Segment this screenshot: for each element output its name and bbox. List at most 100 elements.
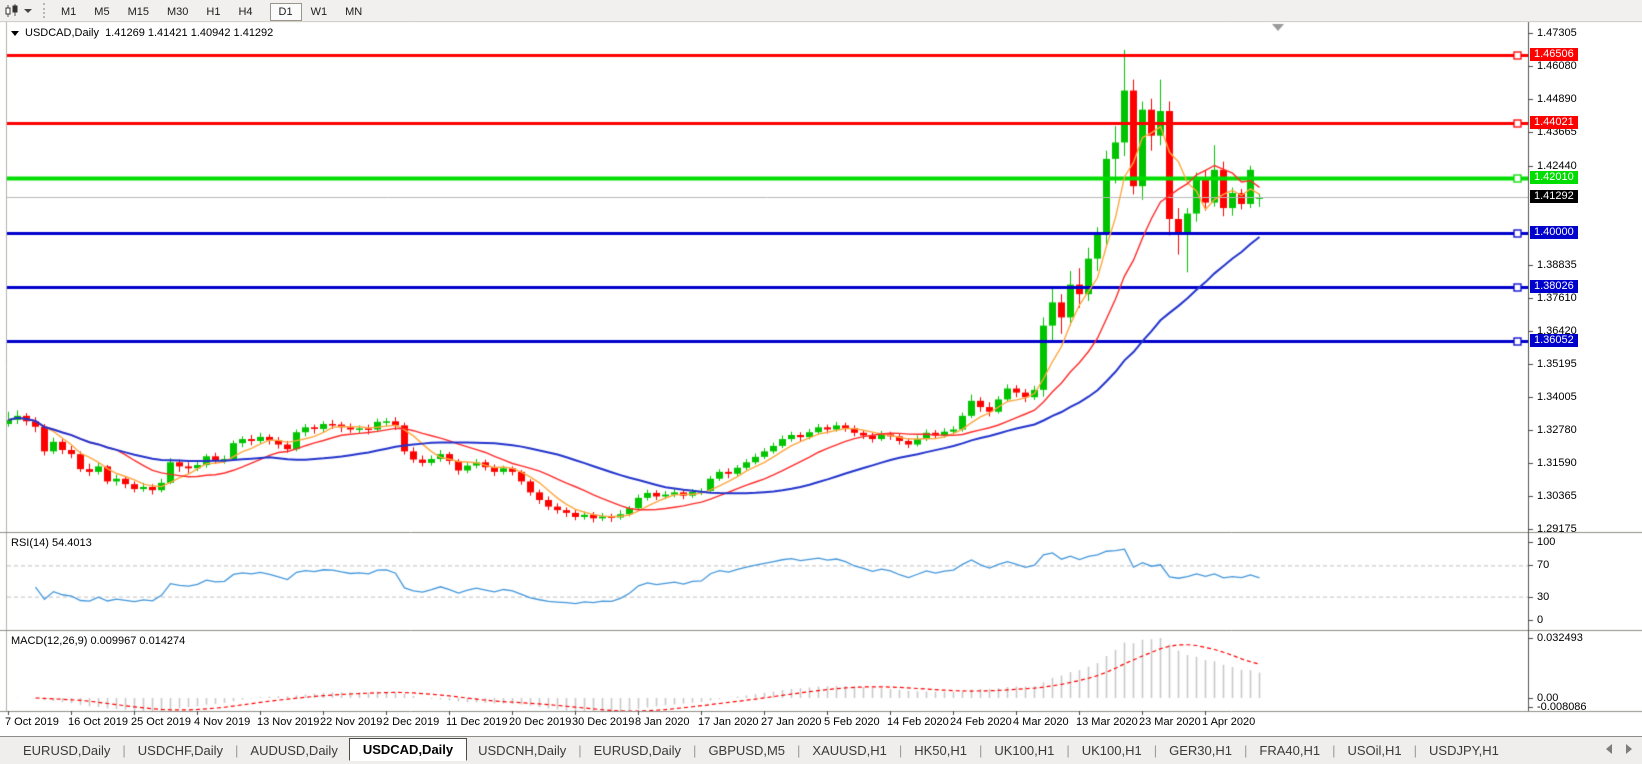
chart-tab-gbpusd-m5[interactable]: GBPUSD,M5 [708, 743, 786, 758]
timeframe-button-h1[interactable]: H1 [206, 5, 221, 18]
chart-tab-ger30-h1[interactable]: GER30,H1 [1169, 743, 1232, 758]
chart-tab-uk100-h1[interactable]: UK100,H1 [1081, 743, 1142, 758]
timeframe-button-m30[interactable]: M30 [166, 5, 189, 18]
tab-separator: | [898, 743, 903, 758]
date-axis-label: 25 Oct 2019 [131, 716, 191, 728]
toolbar: M1 M5 M15 M30 H1 H4 D1 W1 MN [0, 0, 1642, 22]
date-axis-label: 22 Nov 2019 [320, 716, 383, 728]
tab-separator: | [797, 743, 801, 758]
chart-tab-eurusd-daily[interactable]: EURUSD,Daily [593, 743, 682, 758]
current-price-badge: 1.41292 [1530, 190, 1578, 204]
price-axis-tick: 1.34005 [1537, 390, 1577, 403]
tab-separator: | [235, 743, 239, 758]
chart-tabs: EURUSD,Daily | USDCHF,Daily | AUDUSD,Daily US… [0, 738, 1510, 762]
date-axis-label: 13 Mar 2020 [1076, 716, 1138, 728]
price-axis-tick: 1.31590 [1537, 456, 1577, 469]
date-axis-label: 7 Oct 2019 [5, 716, 59, 728]
toolbar-grip[interactable] [43, 3, 45, 18]
date-axis-label: 16 Oct 2019 [68, 716, 128, 728]
rsi-axis-tick: 70 [1537, 559, 1550, 572]
tab-separator: | [578, 743, 582, 758]
chart-tab-usoil-h1[interactable]: USOil,H1 [1347, 743, 1402, 758]
date-axis-label: 4 Mar 2020 [1013, 716, 1069, 728]
rsi-label: RSI(14) 54.4013 [11, 537, 92, 549]
price-axis-tick: 1.37610 [1537, 292, 1577, 304]
timeframe-button-m15[interactable]: M15 [127, 5, 149, 18]
chart-tab-usdcnh-daily[interactable]: USDCNH,Daily [478, 743, 567, 758]
tab-scroll-left-icon[interactable] [1606, 744, 1612, 754]
chart-tab-usdjpy-h1[interactable]: USDJPY,H1 [1429, 743, 1499, 758]
date-axis-label: 11 Dec 2019 [446, 716, 508, 728]
date-axis-label: 5 Feb 2020 [824, 716, 880, 728]
chart-tab-bar: EURUSD,Daily | USDCHF,Daily | AUDUSD,Daily US… [0, 736, 1642, 764]
timeframe-button-mn[interactable]: MN [345, 5, 363, 18]
date-axis-label: 30 Dec 2019 [572, 716, 635, 728]
chart-tab-usdcad-daily[interactable]: USDCAD,Daily [348, 738, 468, 761]
timeframe-toolbar: M1 M5 M15 M30 H1 H4 D1 W1 MN [52, 2, 379, 21]
tab-separator: | [1413, 743, 1418, 758]
price-axis-tick: 1.47305 [1537, 26, 1577, 39]
date-axis-label: 1 Apr 2020 [1202, 716, 1256, 728]
chart-tab-xauusd-h1[interactable]: XAUUSD,H1 [812, 743, 887, 758]
tab-separator: | [693, 743, 697, 758]
chart-type-dropdown-caret-icon [24, 8, 32, 13]
chart-tab-audusd-daily[interactable]: AUDUSD,Daily [250, 743, 338, 758]
tab-scroll-right-icon[interactable] [1626, 744, 1632, 754]
macd-axis-tick: 0.00 [1537, 692, 1559, 704]
chart-title: USDCAD,Daily 1.41269 1.41421 1.40942 1.4… [11, 27, 273, 39]
tab-separator: | [1332, 743, 1336, 758]
price-level-badge: 1.44021 [1530, 115, 1578, 129]
price-axis-tick: 1.32780 [1537, 424, 1577, 437]
date-axis-label: 23 Mar 2020 [1139, 716, 1201, 728]
macd-label: MACD(12,26,9) 0.009967 0.014274 [11, 635, 186, 647]
timeframe-button-m5[interactable]: M5 [94, 5, 110, 18]
tab-separator: | [1243, 743, 1248, 758]
chart-tab-hk50-h1[interactable]: HK50,H1 [914, 743, 967, 758]
chart-title-text: USDCAD,Daily 1.41269 1.41421 1.40942 1.4… [25, 27, 274, 39]
timeframe-button-h4[interactable]: H4 [238, 5, 253, 18]
rsi-axis-tick: 30 [1537, 590, 1550, 603]
tab-separator: | [1066, 743, 1070, 758]
price-axis-tick: 1.36420 [1537, 324, 1577, 337]
date-axis-label: 4 Nov 2019 [194, 716, 251, 728]
date-axis-label: 8 Jan 2020 [635, 716, 690, 728]
rsi-axis-tick: 100 [1537, 536, 1556, 548]
price-axis-tick: 1.44890 [1537, 93, 1577, 105]
date-axis-label: 17 Jan 2020 [698, 716, 759, 728]
date-axis-label: 2 Dec 2019 [383, 716, 440, 728]
tab-separator: | [1153, 743, 1158, 758]
date-axis-label: 14 Feb 2020 [887, 716, 949, 728]
date-axis-label: 13 Nov 2019 [257, 716, 320, 728]
macd-axis-tick: -0.008086 [1537, 701, 1587, 713]
chart-tab-fra40-h1[interactable]: FRA40,H1 [1259, 743, 1321, 758]
rsi-axis-tick: 0 [1537, 614, 1544, 626]
price-level-badge: 1.36052 [1530, 333, 1578, 347]
candlestick-icon-glyph [5, 3, 18, 17]
date-axis-label: 20 Dec 2019 [509, 716, 572, 728]
date-axis-label: 24 Feb 2020 [950, 716, 1012, 728]
tab-separator: | [122, 743, 126, 758]
price-level-badge: 1.46506 [1530, 47, 1578, 61]
price-axis-tick: 1.43665 [1537, 126, 1577, 139]
timeframe-button-w1[interactable]: W1 [310, 5, 328, 18]
tab-scroll-arrows [1606, 744, 1632, 754]
timeframe-button-d1[interactable]: D1 [269, 2, 302, 21]
macd-axis-tick: 0.032493 [1537, 632, 1583, 644]
price-axis-tick: 1.42440 [1537, 159, 1577, 172]
tab-separator: | [978, 743, 983, 758]
price-axis-tick: 1.29175 [1537, 522, 1577, 535]
chart-menu-arrow-icon [11, 30, 19, 36]
price-axis-tick: 1.46080 [1537, 60, 1577, 73]
date-axis-label: 27 Jan 2020 [761, 716, 822, 728]
price-axis-tick: 1.30365 [1537, 490, 1577, 503]
chart-tab-uk100-h1[interactable]: UK100,H1 [994, 743, 1055, 758]
chart-tab-eurusd-daily[interactable]: EURUSD,Daily [23, 743, 111, 758]
chart-tab-usdchf-daily[interactable]: USDCHF,Daily [137, 743, 224, 758]
price-axis-tick: 1.38835 [1537, 258, 1577, 271]
timeframe-button-m1[interactable]: M1 [61, 5, 77, 18]
price-level-badge: 1.40000 [1530, 225, 1578, 239]
price-level-badge: 1.38026 [1530, 279, 1578, 293]
candlestick-chart-icon[interactable] [0, 1, 36, 21]
